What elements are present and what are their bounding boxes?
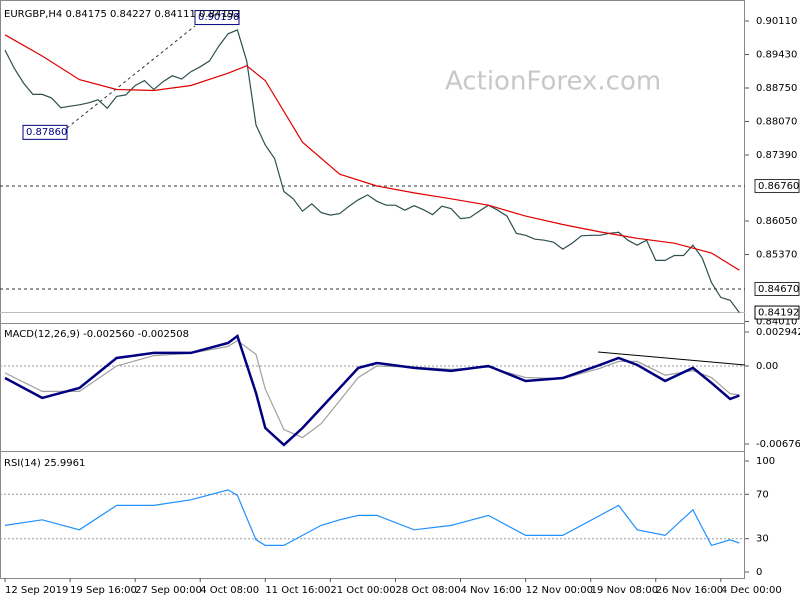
level-label: 0.84670	[758, 284, 799, 295]
y-tick-label: 0.86050	[756, 216, 797, 227]
annotation-label: 0.90190	[198, 12, 239, 23]
panel-title: EURGBP,H4 0.84175 0.84227 0.84111 0.8419…	[4, 9, 240, 20]
y-tick-label: 30	[756, 534, 769, 545]
y-tick-label: 0.87390	[756, 150, 797, 161]
level-box	[754, 281, 800, 296]
y-tick-label: 0.84010	[756, 317, 797, 328]
y-tick-label: 0.89430	[756, 50, 797, 61]
watermark: ActionForex.com	[445, 67, 661, 97]
x-tick-label: 21 Oct 00:00	[330, 585, 395, 596]
y-tick-label: 0.90110	[756, 16, 797, 27]
level-label: 0.86760	[758, 181, 799, 192]
frame	[0, 0, 745, 579]
panel-title: MACD(12,26,9) -0.002560 -0.002508	[4, 329, 189, 340]
level-box	[754, 179, 800, 194]
series-line	[4, 489, 740, 547]
x-tick-label: 11 Oct 16:00	[265, 585, 330, 596]
y-tick-label: 0.88070	[756, 117, 797, 128]
x-tick-label: 12 Nov 00:00	[526, 585, 593, 596]
series-line	[4, 34, 740, 271]
x-tick-label: 19 Nov 08:00	[591, 585, 658, 596]
x-tick-label: 28 Oct 08:00	[395, 585, 460, 596]
y-tick-label: -0.006761	[756, 439, 800, 450]
y-tick-label: 0.85370	[756, 250, 797, 261]
x-tick-label: 19 Sep 16:00	[70, 585, 137, 596]
current-price-box	[754, 305, 800, 320]
panel-title: RSI(14) 25.9961	[4, 458, 85, 469]
y-tick-label: 0.002942	[756, 327, 800, 338]
x-tick-label: 26 Nov 16:00	[656, 585, 723, 596]
x-tick-label: 4 Nov 16:00	[461, 585, 522, 596]
y-tick-label: 0	[756, 567, 762, 578]
x-tick-label: 12 Sep 2019	[5, 585, 68, 596]
current-price-label: 0.84192	[758, 308, 799, 319]
y-tick-label: 0.00	[756, 361, 778, 372]
x-tick-label: 27 Sep 00:00	[135, 585, 202, 596]
y-tick-label: 100	[756, 456, 775, 467]
series-line	[4, 29, 740, 313]
y-tick-label: 70	[756, 489, 769, 500]
y-tick-label: 0.88750	[756, 83, 797, 94]
annotation-box	[22, 124, 68, 140]
annotation-box	[194, 10, 240, 26]
x-tick-label: 4 Dec 00:00	[721, 585, 782, 596]
trend-line	[597, 351, 746, 366]
series-line	[4, 333, 740, 447]
x-tick-label: 4 Oct 08:00	[200, 585, 259, 596]
annotation-label: 0.87860	[26, 127, 67, 138]
